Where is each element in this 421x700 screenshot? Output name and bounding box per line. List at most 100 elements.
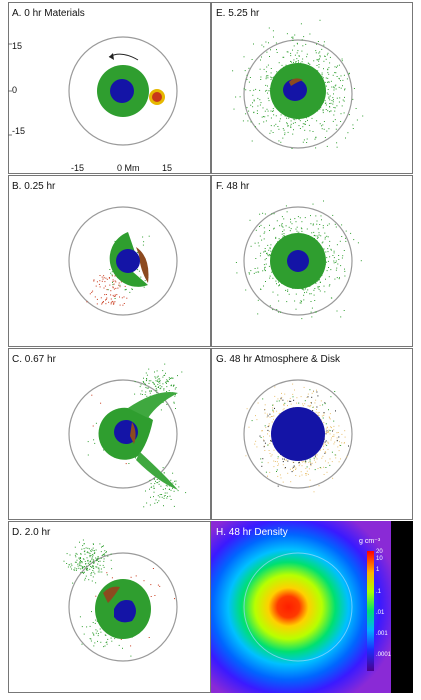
panel-h-title: H. 48 hr Density	[216, 527, 288, 538]
particle	[156, 479, 158, 480]
particle	[81, 643, 83, 645]
particle	[341, 224, 343, 226]
particle	[95, 632, 97, 634]
particle	[248, 81, 250, 83]
particle	[313, 294, 315, 296]
particle	[168, 378, 170, 380]
particle	[317, 412, 319, 414]
particle	[83, 551, 85, 553]
particle	[324, 236, 326, 238]
particle	[140, 393, 142, 395]
particle	[84, 550, 86, 552]
particle	[104, 645, 106, 647]
particle	[271, 454, 273, 456]
particle	[330, 437, 332, 439]
particle	[92, 425, 94, 427]
particle	[295, 228, 297, 230]
particle	[334, 278, 336, 280]
particle	[269, 453, 271, 454]
particle	[97, 557, 99, 559]
particle	[272, 30, 274, 32]
particle	[90, 561, 91, 563]
particle	[325, 433, 327, 435]
particle	[162, 467, 164, 469]
particle	[114, 298, 116, 299]
particle	[272, 108, 274, 110]
particle	[66, 563, 68, 564]
particle	[277, 294, 279, 296]
particle	[93, 565, 94, 567]
particle	[86, 552, 88, 554]
particle	[319, 290, 321, 292]
particle	[320, 215, 322, 217]
particle	[159, 496, 161, 498]
particle	[90, 550, 92, 552]
particle	[257, 97, 259, 99]
particle	[343, 112, 345, 114]
particle	[284, 402, 286, 404]
particle	[320, 400, 322, 402]
particle	[261, 116, 263, 118]
particle	[94, 550, 95, 552]
particle	[269, 230, 270, 231]
particle	[328, 285, 330, 287]
particle	[261, 465, 263, 467]
particle	[270, 110, 272, 112]
particle	[88, 552, 90, 554]
particle	[122, 647, 123, 649]
particle	[262, 270, 264, 272]
particle	[86, 568, 88, 570]
panel-g-ring	[243, 379, 353, 489]
particle	[140, 384, 142, 386]
particle	[152, 382, 154, 384]
particle	[300, 62, 302, 64]
particle	[332, 255, 334, 256]
particle	[323, 445, 325, 447]
particle	[248, 272, 250, 274]
particle	[283, 233, 285, 235]
particle	[335, 269, 337, 271]
particle	[251, 59, 253, 60]
particle	[235, 96, 237, 98]
particle	[173, 490, 175, 492]
particle	[281, 392, 282, 394]
particle	[312, 203, 314, 205]
particle	[111, 300, 113, 302]
particle	[317, 287, 319, 289]
particle	[93, 280, 95, 282]
particle	[312, 223, 314, 225]
particle	[164, 492, 166, 494]
particle	[268, 450, 270, 451]
particle	[268, 423, 270, 425]
particle	[128, 463, 130, 464]
particle	[93, 279, 95, 281]
particle	[266, 253, 267, 255]
particle	[154, 376, 156, 378]
particle	[286, 122, 288, 124]
panel-g-debris	[245, 383, 349, 493]
particle	[277, 458, 279, 460]
particle	[333, 87, 335, 89]
particle	[171, 377, 173, 379]
particle	[299, 302, 301, 304]
particle	[338, 86, 340, 88]
particle	[266, 413, 268, 415]
particle	[96, 303, 98, 305]
particle	[269, 471, 271, 473]
particle	[93, 553, 95, 554]
particle	[149, 479, 151, 481]
particle	[89, 563, 91, 565]
particle	[339, 277, 340, 279]
particle	[164, 495, 166, 496]
particle	[277, 475, 279, 477]
particle	[338, 278, 340, 280]
particle	[158, 386, 160, 388]
particle	[263, 440, 265, 442]
particle	[145, 386, 147, 388]
particle	[293, 465, 295, 467]
particle	[267, 110, 269, 112]
particle	[334, 85, 336, 87]
particle	[303, 294, 305, 296]
particle	[301, 39, 303, 41]
colorbar	[367, 551, 374, 671]
